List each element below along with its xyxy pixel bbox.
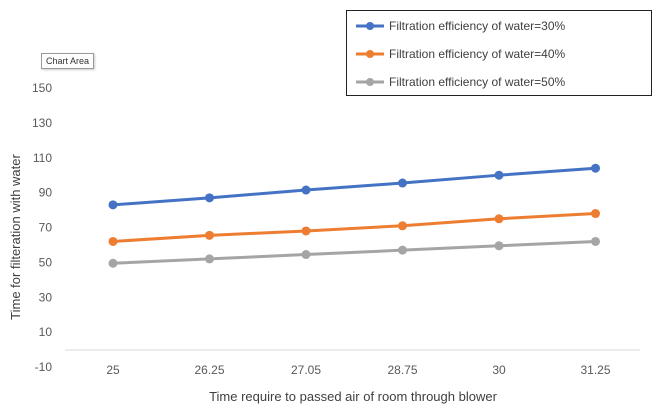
series-1 bbox=[108, 163, 600, 210]
series-line bbox=[112, 239, 596, 265]
legend[interactable]: Filtration efficiency of water=30% Filtr… bbox=[346, 10, 652, 96]
data-point bbox=[108, 200, 118, 210]
data-point bbox=[398, 178, 407, 188]
data-point bbox=[494, 170, 504, 180]
x-axis-ticks: 25 26.25 27.05 28.75 30 31.25 bbox=[106, 363, 611, 377]
legend-marker-series-3 bbox=[356, 78, 384, 86]
y-axis-title: Time for filteration with water bbox=[8, 153, 23, 319]
y-tick-label: 70 bbox=[39, 221, 53, 235]
series-3 bbox=[108, 236, 600, 268]
y-tick-label: -10 bbox=[35, 360, 53, 374]
data-point bbox=[205, 230, 214, 240]
data-point bbox=[591, 236, 600, 246]
series-line bbox=[112, 166, 596, 207]
data-point bbox=[494, 241, 504, 251]
data-point bbox=[108, 258, 118, 268]
data-point bbox=[591, 209, 600, 219]
data-point bbox=[301, 185, 311, 195]
series-line bbox=[112, 212, 596, 243]
legend-label-series-2: Filtration efficiency of water=40% bbox=[389, 47, 566, 61]
data-point bbox=[301, 250, 311, 260]
x-axis-title: Time require to passed air of room throu… bbox=[209, 389, 497, 404]
x-tick-label: 28.75 bbox=[387, 363, 417, 377]
x-tick-label: 27.05 bbox=[291, 363, 321, 377]
y-tick-label: 90 bbox=[39, 186, 53, 200]
data-point bbox=[108, 236, 118, 246]
legend-item-series-1[interactable]: Filtration efficiency of water=30% bbox=[355, 19, 565, 33]
data-point bbox=[301, 226, 311, 236]
data-point bbox=[205, 254, 214, 264]
y-tick-label: 50 bbox=[39, 255, 53, 269]
series-layer bbox=[108, 163, 600, 268]
y-tick-label: 130 bbox=[32, 116, 52, 130]
y-tick-label: 10 bbox=[39, 325, 53, 339]
y-axis-ticks: 150 130 110 90 70 50 30 10 -10 bbox=[32, 81, 52, 374]
legend-item-series-2[interactable]: Filtration efficiency of water=40% bbox=[355, 47, 565, 61]
legend-marker-series-1 bbox=[356, 22, 384, 30]
y-tick-label: 150 bbox=[32, 81, 52, 95]
chart-area-tooltip: Chart Area bbox=[41, 53, 95, 69]
x-tick-label: 31.25 bbox=[580, 363, 610, 377]
data-point bbox=[494, 214, 504, 224]
x-tick-label: 25 bbox=[106, 363, 120, 377]
x-tick-label: 30 bbox=[492, 363, 506, 377]
legend-label-series-1: Filtration efficiency of water=30% bbox=[389, 19, 566, 33]
y-tick-label: 30 bbox=[39, 290, 53, 304]
data-point bbox=[398, 221, 407, 231]
legend-item-series-3[interactable]: Filtration efficiency of water=50% bbox=[355, 75, 565, 89]
data-point bbox=[205, 193, 214, 203]
data-point bbox=[591, 163, 600, 173]
data-point bbox=[398, 245, 407, 255]
legend-label-series-3: Filtration efficiency of water=50% bbox=[389, 75, 566, 89]
y-tick-label: 110 bbox=[33, 151, 52, 165]
legend-marker-series-2 bbox=[356, 50, 384, 58]
x-tick-label: 26.25 bbox=[194, 363, 224, 377]
series-2 bbox=[108, 209, 600, 246]
